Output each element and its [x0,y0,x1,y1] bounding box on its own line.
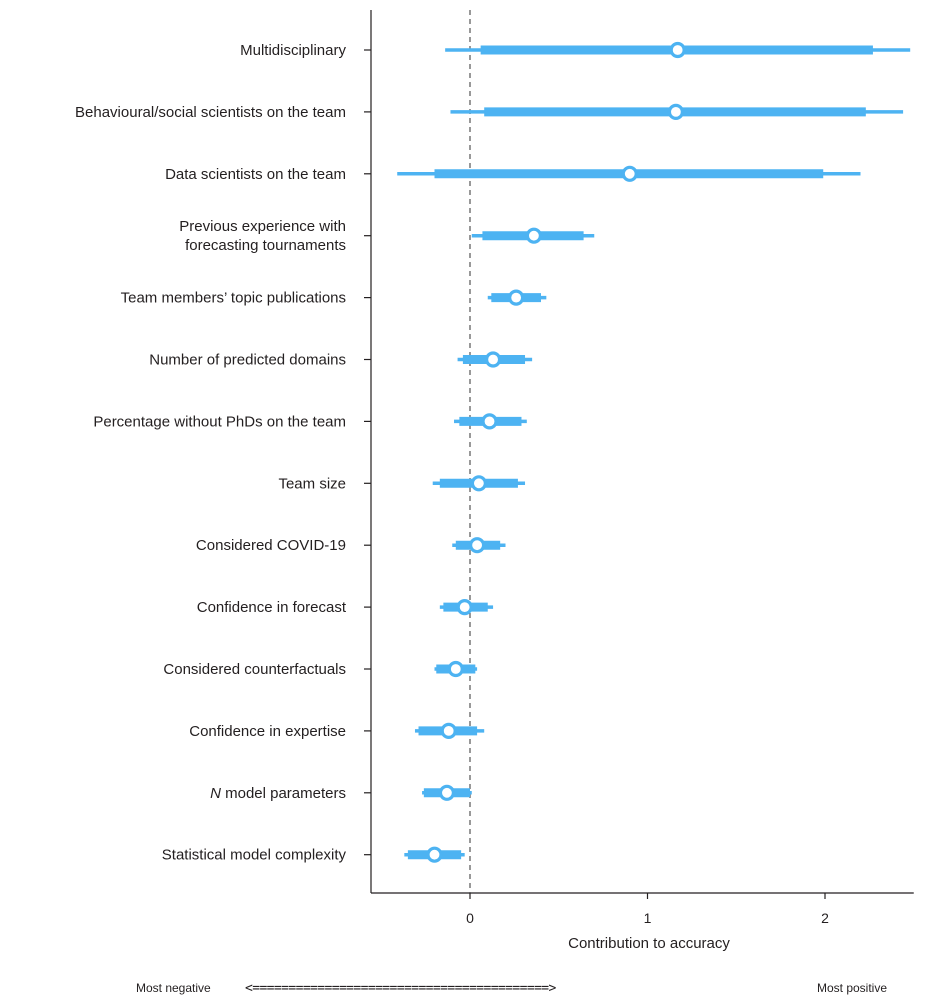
row-label: N model parameters [210,785,346,802]
forest-row: Team members’ topic publications [121,289,547,307]
forest-row: Multidisciplinary [240,41,911,59]
point-estimate [456,598,473,616]
point-estimate [426,846,443,863]
point-estimate [469,537,486,554]
forest-row: Data scientists on the team [165,165,861,183]
forest-row: Considered COVID-19 [196,537,506,554]
point-estimate [481,413,498,430]
axes: 0 1 2 Contribution to accuracy [370,10,914,952]
point-estimate [484,351,502,368]
x-axis-title: Contribution to accuracy [568,935,730,952]
most-positive-label: Most positive [817,981,888,995]
x-tick-label: 2 [821,910,829,926]
row-label: Considered counterfactuals [163,661,346,678]
row-label: Team size [278,475,346,492]
direction-arrow: <=======================================… [245,981,556,996]
plot-rows: Multidisciplinary Behavioural/social scie… [75,41,911,864]
row-label: Previous experience with [179,218,346,235]
row-label: Confidence in forecast [197,599,347,616]
direction-legend: Most negative <=========================… [0,981,925,999]
forest-row: N model parameters [210,784,472,802]
forest-row: Behavioural/social scientists on the tea… [75,103,904,121]
point-estimate [440,722,457,740]
forest-row: Percentage without PhDs on the team [93,413,527,430]
forest-row: Confidence in expertise [189,722,485,740]
row-label-rest: model parameters [221,785,346,802]
row-label: Team members’ topic publications [121,290,346,307]
forest-row: Confidence in forecast [197,598,494,616]
forest-row: Statistical model complexity [162,846,465,864]
point-estimate [447,660,464,678]
x-tick-label: 1 [644,910,652,926]
point-estimate [438,784,456,801]
row-label: forecasting tournaments [185,237,346,254]
row-label: Confidence in expertise [189,723,346,740]
row-label: Number of predicted domains [149,352,346,369]
point-estimate [667,103,685,121]
forest-row: Considered counterfactuals [163,660,478,678]
most-negative-label: Most negative [136,981,211,995]
x-tick-label: 0 [466,910,474,926]
row-label-italic: N [210,785,221,802]
row-label: Considered COVID-19 [196,537,346,554]
row-label: Multidisciplinary [240,42,346,59]
row-label: Data scientists on the team [165,166,346,183]
forest-row: Number of predicted domains [149,351,533,369]
row-label: Percentage without PhDs on the team [93,413,346,430]
row-label: Statistical model complexity [162,847,347,864]
point-estimate [621,165,638,182]
point-estimate [470,475,487,492]
forest-row: Previous experience with forecasting tour… [179,218,595,254]
row-label: Behavioural/social scientists on the tea… [75,104,346,121]
point-estimate [525,227,543,244]
forest-row: Team size [278,475,526,492]
point-estimate [669,41,686,59]
point-estimate [508,289,525,306]
